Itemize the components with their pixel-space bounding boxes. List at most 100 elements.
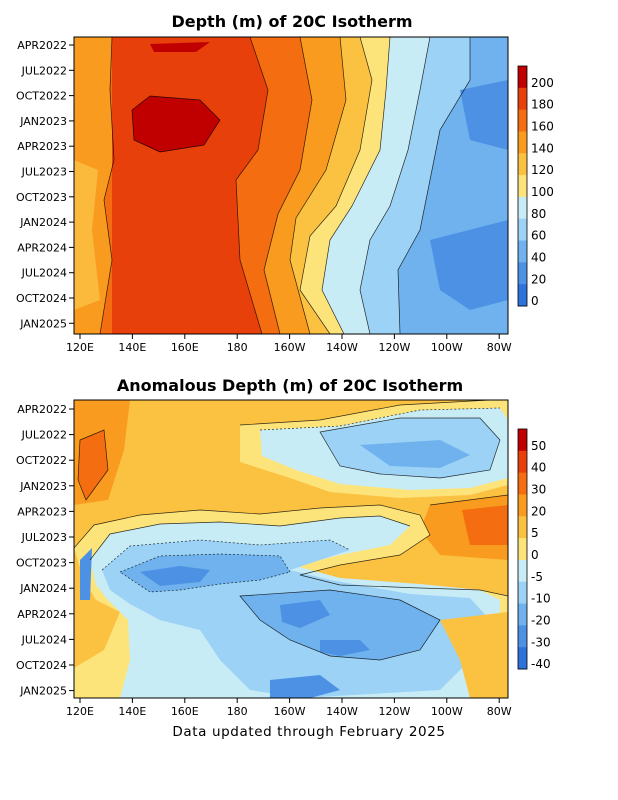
top-x-tick-label: 140E [118, 341, 146, 354]
top-colorbar-label: 120 [531, 163, 554, 177]
top-y-tick-label: JAN2025 [19, 317, 67, 330]
bottom-colorbar-swatch [518, 494, 527, 517]
bottom-colorbar-swatch [518, 581, 527, 605]
bottom-colorbar-frame [517, 428, 528, 670]
top-x-tick-label: 180 [227, 341, 248, 354]
bottom-heatmap-field [74, 400, 508, 698]
top-x-axis: 120E 140E 160E 180 160W 140W 120W 100W 80W [66, 334, 512, 354]
bottom-x-tick-label: 140E [118, 705, 146, 718]
data-updated-note: Data updated through February 2025 [172, 724, 446, 740]
top-colorbar-swatch [518, 175, 527, 198]
top-plot-frame [73, 36, 509, 335]
bottom-x-tick-label: 180 [227, 705, 248, 718]
bottom-y-tick-label: JUL2024 [21, 633, 67, 646]
bottom-y-tick-label: OCT2023 [16, 557, 67, 570]
bottom-plot-frame [73, 399, 509, 699]
bottom-y-tick-label: JUL2023 [21, 531, 67, 544]
top-colorbar-label: 60 [531, 229, 546, 243]
bottom-colorbar-label: 5 [531, 526, 539, 540]
bottom-colorbar-swatch [518, 538, 527, 561]
bottom-y-tick-label: APR2022 [17, 403, 67, 416]
top-y-tick-label: JUL2023 [21, 166, 67, 179]
bottom-colorbar-swatch [518, 559, 527, 583]
bottom-y-tick-label: APR2024 [17, 608, 67, 621]
bottom-colorbar-label: -40 [531, 657, 551, 671]
top-colorbar-label: 20 [531, 272, 546, 286]
top-colorbar-label: 0 [531, 294, 539, 308]
top-heatmap-field [74, 37, 508, 334]
top-x-tick-label: 100W [431, 341, 463, 354]
top-y-tick-label: JAN2023 [19, 115, 67, 128]
top-x-tick-label: 160E [171, 341, 199, 354]
top-y-tick-label: APR2022 [17, 39, 67, 52]
bottom-y-tick-label: JAN2025 [19, 685, 67, 698]
top-colorbar-swatch [518, 87, 527, 111]
bottom-y-tick-label: JAN2024 [19, 582, 67, 595]
bottom-colorbar-label: -20 [531, 613, 551, 627]
top-y-tick-label: JAN2024 [19, 216, 67, 229]
bottom-colorbar-label: -5 [531, 570, 543, 584]
top-y-tick-label: OCT2023 [16, 191, 67, 204]
top-x-tick-label: 120E [66, 341, 94, 354]
top-colorbar-label: 100 [531, 185, 554, 199]
bottom-y-tick-label: JAN2023 [19, 480, 67, 493]
top-y-axis: APR2022 JUL2022 OCT2022 JAN2023 APR2023 JUL20… [16, 39, 74, 330]
top-y-tick-label: JUL2024 [21, 267, 67, 280]
bottom-x-tick-label: 120E [66, 705, 94, 718]
bottom-colorbar-swatch [518, 603, 527, 626]
bottom-x-tick-label: 160E [171, 705, 199, 718]
bottom-y-tick-label: OCT2022 [16, 454, 67, 467]
top-x-tick-label: 80W [487, 341, 512, 354]
bottom-x-tick-label: 80W [487, 705, 512, 718]
bottom-colorbar-label: 20 [531, 504, 546, 518]
bottom-y-axis: APR2022 JUL2022 OCT2022 JAN2023 APR2023 JUL20… [16, 403, 74, 698]
top-colorbar-swatch [518, 240, 527, 263]
top-colorbar-swatch [518, 262, 527, 285]
bottom-y-tick-label: JUL2022 [21, 429, 67, 442]
bottom-colorbar-label: 40 [531, 461, 546, 475]
top-x-tick-label: 140W [326, 341, 358, 354]
bottom-colorbar-label: 30 [531, 483, 546, 497]
top-x-tick-label: 120W [378, 341, 410, 354]
top-colorbar-label: 40 [531, 250, 546, 264]
top-y-tick-label: APR2024 [17, 241, 67, 254]
top-y-tick-label: APR2023 [17, 140, 67, 153]
bottom-x-tick-label: 140W [326, 705, 358, 718]
top-colorbar-swatch [518, 196, 527, 220]
bottom-colorbar-label: -10 [531, 592, 551, 606]
top-colorbar-label: 80 [531, 207, 546, 221]
bottom-colorbar-swatch [518, 472, 527, 495]
bottom-colorbar-label: 50 [531, 439, 546, 453]
bottom-colorbar-swatch [518, 429, 527, 452]
bottom-x-tick-label: 160W [274, 705, 306, 718]
top-colorbar-label: 140 [531, 141, 554, 155]
bottom-y-tick-label: OCT2024 [16, 659, 67, 672]
bottom-colorbar-swatch [518, 450, 527, 474]
top-colorbar-swatch [518, 284, 527, 307]
bottom-colorbar-label: -30 [531, 635, 551, 649]
bottom-colorbar-swatch [518, 516, 527, 539]
top-y-tick-label: JUL2022 [21, 64, 67, 77]
top-colorbar-frame [517, 65, 528, 307]
top-colorbar-label: 160 [531, 120, 554, 134]
bottom-x-tick-label: 100W [431, 705, 463, 718]
top-colorbar-swatch [518, 109, 527, 132]
bottom-y-tick-label: APR2023 [17, 505, 67, 518]
bottom-colorbar-swatch [518, 647, 527, 670]
top-colorbar-swatch [518, 66, 527, 89]
top-x-tick-label: 160W [274, 341, 306, 354]
top-y-tick-label: OCT2022 [16, 90, 67, 103]
top-colorbar-swatch [518, 153, 527, 176]
bottom-x-axis: 120E 140E 160E 180 160W 140W 120W 100W 80W [66, 698, 512, 718]
bottom-colorbar-swatch [518, 625, 527, 648]
top-colorbar-swatch [518, 131, 527, 154]
bottom-chart-title: Anomalous Depth (m) of 20C Isotherm [117, 376, 463, 395]
top-chart-title: Depth (m) of 20C Isotherm [171, 12, 412, 31]
bottom-colorbar-label: 0 [531, 548, 539, 562]
bottom-x-tick-label: 120W [378, 705, 410, 718]
top-colorbar-swatch [518, 218, 527, 242]
top-y-tick-label: OCT2024 [16, 292, 67, 305]
